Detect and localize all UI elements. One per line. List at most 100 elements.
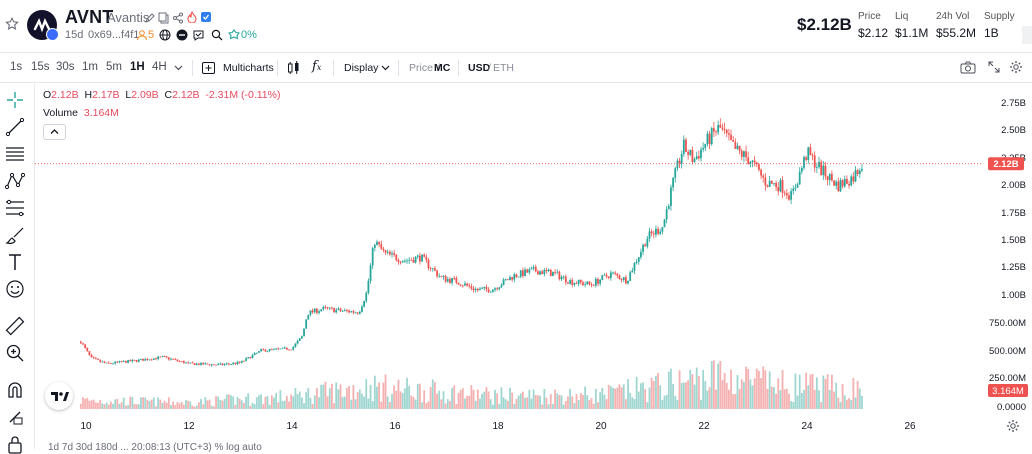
timeframe-5m[interactable]: 5m bbox=[106, 61, 122, 73]
candle-body bbox=[652, 233, 655, 235]
candle-body bbox=[294, 343, 297, 347]
volume-bar bbox=[474, 400, 477, 409]
volume-bar bbox=[251, 402, 254, 409]
volume-bar bbox=[665, 394, 668, 409]
candle-body bbox=[243, 360, 245, 362]
candle-body bbox=[828, 174, 831, 181]
collapse-legend-button[interactable] bbox=[43, 124, 66, 140]
candle-body bbox=[494, 288, 496, 290]
ruler-icon[interactable] bbox=[5, 316, 25, 336]
candle-body bbox=[775, 182, 777, 188]
lock-draw-icon[interactable] bbox=[5, 406, 25, 426]
candle-body bbox=[133, 359, 136, 361]
text-icon[interactable] bbox=[5, 252, 25, 272]
magnet-icon[interactable] bbox=[5, 380, 25, 400]
volume-bar bbox=[693, 384, 696, 409]
y-axis-label: 0.0000 bbox=[997, 402, 1026, 413]
volume-bar bbox=[210, 405, 213, 409]
social-icon[interactable] bbox=[176, 29, 188, 41]
volume-bar bbox=[740, 379, 743, 409]
candle-body bbox=[792, 188, 795, 192]
tradingview-logo[interactable] bbox=[45, 382, 73, 410]
volume-bar bbox=[509, 387, 511, 409]
volume-bar bbox=[472, 389, 475, 409]
token-address[interactable]: 0x69...f4f1 bbox=[88, 29, 140, 41]
chevron-down-icon[interactable] bbox=[381, 65, 390, 71]
fullscreen-icon[interactable] bbox=[988, 61, 1000, 73]
settings-icon[interactable] bbox=[1009, 60, 1023, 74]
candle-body bbox=[562, 276, 565, 278]
volume-bar bbox=[165, 402, 168, 409]
candle-body bbox=[131, 359, 134, 362]
candle-body bbox=[770, 180, 773, 184]
volume-bar bbox=[84, 398, 87, 409]
volume-bar bbox=[678, 370, 681, 409]
zoom-in-icon[interactable] bbox=[5, 343, 25, 363]
lock-icon[interactable] bbox=[5, 434, 25, 454]
emoji-icon[interactable] bbox=[5, 279, 25, 299]
copy-icon[interactable] bbox=[158, 12, 170, 24]
timeframe-1s[interactable]: 1s bbox=[10, 61, 23, 73]
chevron-down-icon[interactable] bbox=[174, 65, 183, 71]
volume-bar bbox=[442, 391, 445, 409]
horizontal-lines-icon[interactable] bbox=[5, 144, 25, 164]
volume-bar bbox=[172, 401, 175, 409]
candle-body bbox=[648, 231, 651, 239]
timeframe-1m[interactable]: 1m bbox=[82, 61, 98, 73]
share-icon[interactable] bbox=[172, 12, 184, 24]
crosshair-icon[interactable] bbox=[5, 90, 25, 110]
chat-icon[interactable] bbox=[193, 29, 205, 41]
volume-bar bbox=[798, 374, 801, 409]
y-axis-label: 1.00B bbox=[1001, 290, 1026, 301]
volume-bar bbox=[311, 404, 314, 409]
fib-icon[interactable] bbox=[5, 198, 25, 218]
volume-bar bbox=[399, 391, 402, 409]
candle-body bbox=[655, 228, 657, 235]
candle-body bbox=[245, 358, 247, 361]
volume-bar bbox=[861, 395, 863, 409]
timeframe-1h[interactable]: 1H bbox=[130, 61, 145, 73]
candle-body bbox=[530, 268, 533, 270]
volume-bar bbox=[502, 397, 505, 409]
price-chart[interactable]: 2.75B2.50B2.25B2.00B1.75B1.50B1.25B1.00B… bbox=[35, 84, 1032, 444]
star-icon[interactable] bbox=[5, 17, 19, 31]
header-scrollbar[interactable] bbox=[1022, 26, 1032, 44]
volume-bar bbox=[438, 390, 441, 409]
volume-bar bbox=[335, 382, 338, 409]
candle-body bbox=[794, 187, 797, 189]
multicharts-button[interactable]: Multicharts bbox=[223, 62, 274, 74]
timeframe-4h[interactable]: 4H bbox=[152, 61, 167, 73]
brush-icon[interactable] bbox=[5, 225, 25, 245]
search-icon[interactable] bbox=[211, 29, 223, 41]
legend-change: -2.31M (-0.11%) bbox=[205, 89, 281, 101]
volume-bar bbox=[633, 399, 636, 409]
usd-toggle[interactable]: USD bbox=[468, 62, 491, 74]
candle-body bbox=[697, 156, 700, 159]
globe-icon[interactable] bbox=[159, 29, 171, 41]
price-toggle[interactable]: Price bbox=[409, 62, 433, 74]
eth-toggle[interactable]: ETH bbox=[493, 62, 514, 74]
display-button[interactable]: Display bbox=[344, 62, 379, 74]
candle-body bbox=[365, 292, 368, 302]
pattern-icon[interactable] bbox=[5, 171, 25, 191]
volume-legend: Volume 3.164M bbox=[43, 107, 119, 119]
candle-type-icon[interactable] bbox=[287, 61, 300, 75]
timeframe-30s[interactable]: 30s bbox=[56, 61, 75, 73]
timeframe-15s[interactable]: 15s bbox=[31, 61, 50, 73]
candle-body bbox=[208, 364, 211, 366]
candle-body bbox=[157, 356, 159, 360]
edit-icon[interactable] bbox=[144, 12, 156, 24]
axis-settings-icon[interactable] bbox=[1006, 419, 1020, 433]
volume-bar bbox=[178, 403, 181, 409]
candle-body bbox=[745, 151, 747, 158]
multicharts-icon[interactable] bbox=[202, 62, 215, 74]
indicators-icon[interactable]: fx bbox=[312, 59, 322, 74]
volume-bar bbox=[464, 398, 466, 409]
trendline-icon[interactable] bbox=[5, 117, 25, 137]
volume-bar bbox=[180, 401, 183, 409]
mc-toggle[interactable]: MC bbox=[434, 62, 451, 74]
camera-icon[interactable] bbox=[960, 61, 976, 74]
volume-bar bbox=[506, 400, 509, 409]
x-axis-label: 10 bbox=[80, 421, 92, 432]
candle-body bbox=[571, 280, 574, 285]
